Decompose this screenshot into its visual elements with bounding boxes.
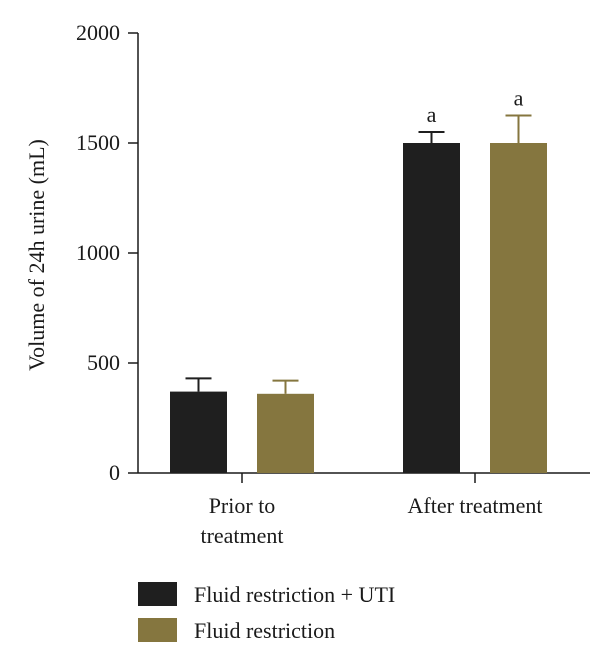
y-tick-label: 2000 [76, 20, 120, 45]
bar [257, 393, 314, 473]
legend-swatch [138, 618, 177, 642]
plot-area: 0 500 1000 1500 2000 Prior to treatment After … [76, 20, 590, 548]
y-axis-title: Volume of 24h urine (mL) [24, 139, 49, 371]
x-axis: Prior to treatment After treatment [138, 472, 590, 548]
y-tick-label: 0 [109, 460, 120, 485]
x-tick-label: Prior to [209, 493, 276, 518]
significance-label: a [514, 86, 524, 111]
significance-label: a [427, 102, 437, 127]
bar [403, 143, 460, 473]
x-tick-label: After treatment [408, 493, 543, 518]
legend-label: Fluid restriction + UTI [194, 582, 395, 607]
y-tick-label: 1000 [76, 240, 120, 265]
bar-group: aa [170, 86, 547, 473]
legend: Fluid restriction + UTI Fluid restriction [138, 582, 395, 643]
x-tick-label: treatment [200, 523, 283, 548]
bar [170, 391, 227, 473]
y-tick-label: 500 [87, 350, 120, 375]
legend-label: Fluid restriction [194, 618, 335, 643]
bar [490, 143, 547, 473]
y-axis: 0 500 1000 1500 2000 [76, 20, 139, 485]
y-tick-label: 1500 [76, 130, 120, 155]
legend-swatch [138, 582, 177, 606]
